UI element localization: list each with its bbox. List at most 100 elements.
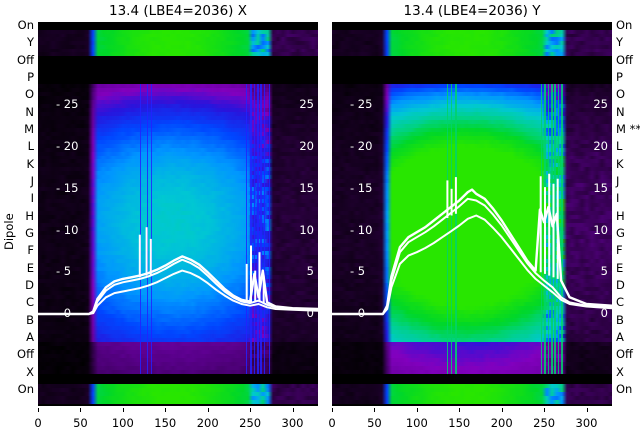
x-tick-mark: [544, 408, 546, 412]
main-heatmap-body: [332, 314, 612, 320]
x-tick-label: 150: [448, 416, 471, 430]
main-heatmap-body: [332, 246, 612, 252]
top-spectrum-strip: [332, 44, 612, 50]
main-heatmap-body: [38, 187, 318, 192]
top-spectrum-strip: [38, 41, 318, 46]
category-tick-label: O: [616, 87, 626, 102]
main-heatmap-body: [38, 274, 318, 280]
spike-column: [450, 84, 453, 374]
main-heatmap-body: [38, 195, 318, 200]
x-tick-label: 0: [328, 416, 336, 430]
bottom-spectrum-strip: [332, 400, 612, 405]
heatmap-panel-y[interactable]: [332, 22, 612, 406]
x-tick-label: 100: [111, 416, 134, 430]
x-tick-label: 300: [281, 416, 304, 430]
panel-title-y: 13.4 (LBE4=2036) Y: [403, 3, 541, 19]
category-tick-label: F: [616, 243, 623, 258]
category-tick-label: D: [616, 278, 625, 292]
category-tick-label: X: [26, 364, 34, 379]
separator-band: [332, 56, 612, 84]
main-heatmap-body: [332, 167, 612, 173]
category-tick-label: E: [616, 260, 624, 275]
inner-y-tick-label: - 0: [56, 306, 72, 320]
main-heatmap-body: [38, 318, 318, 324]
main-heatmap-body: [38, 211, 318, 216]
category-tick-label: B: [26, 312, 34, 327]
main-heatmap-body: [332, 310, 612, 316]
top-spectrum-strip: [38, 30, 318, 35]
main-heatmap-body: [38, 310, 318, 316]
main-heatmap-body: [38, 183, 318, 188]
main-heatmap-body: [332, 370, 612, 375]
main-heatmap-body: [38, 326, 318, 331]
category-tick-label: On: [17, 382, 34, 396]
heatmap-panel-x[interactable]: [38, 22, 318, 406]
bottom-spectrum-strip: [38, 388, 318, 393]
bottom-spectrum-strip: [332, 396, 612, 401]
main-heatmap-body: [38, 246, 318, 252]
inner-y-tick-label: - 20: [350, 139, 373, 154]
inner-y-tick-label: - 25: [350, 97, 373, 112]
category-tick-label: G: [616, 226, 625, 240]
main-heatmap-body: [332, 294, 612, 300]
overlay-traces: [332, 173, 612, 316]
main-heatmap-body: [38, 155, 318, 161]
x-tick-label: 0: [34, 416, 42, 430]
main-heatmap-body: [332, 219, 612, 224]
main-heatmap-body: [38, 179, 318, 184]
category-tick-label: N: [25, 104, 34, 119]
main-heatmap-body: [38, 238, 318, 244]
main-heatmap-body: [332, 195, 612, 200]
main-heatmap-body: [332, 147, 612, 153]
main-heatmap-body: [38, 342, 318, 347]
main-heatmap-body: [332, 366, 612, 371]
main-heatmap-body: [332, 131, 612, 137]
main-heatmap-body: [38, 338, 318, 343]
top-spectrum-strip: [332, 33, 612, 39]
main-heatmap-body: [38, 159, 318, 165]
bottom-spectrum-strip: [332, 388, 612, 393]
x-tick-label: 300: [575, 416, 598, 430]
main-heatmap-body: [38, 306, 318, 312]
spike-column: [554, 84, 556, 374]
spike-column: [139, 84, 142, 374]
category-tick-label: Off: [17, 347, 34, 362]
category-tick-label: D: [25, 278, 34, 292]
main-heatmap-body: [332, 234, 612, 240]
main-heatmap-body: [332, 119, 612, 125]
main-heatmap-body: [332, 127, 612, 133]
category-tick-label: K: [26, 156, 34, 171]
main-heatmap-body: [332, 227, 612, 232]
category-tick-label: On: [616, 382, 633, 396]
main-heatmap-body: [38, 350, 318, 355]
separator-band: [38, 404, 318, 406]
main-heatmap-body: [332, 183, 612, 188]
panel-title-x: 13.4 (LBE4=2036) X: [109, 3, 247, 19]
spike-column: [150, 84, 153, 374]
main-heatmap-body: [38, 227, 318, 232]
main-heatmap-body: [38, 294, 318, 300]
spike-column: [250, 84, 252, 374]
main-heatmap-body: [38, 147, 318, 153]
x-tick-label: 250: [533, 416, 556, 430]
main-heatmap-body: [332, 175, 612, 181]
main-heatmap-body: [332, 322, 612, 328]
main-heatmap-body: [332, 330, 612, 335]
main-heatmap-body: [332, 223, 612, 228]
inner-y-tick-label: 0: [600, 306, 608, 320]
spike-column: [561, 84, 563, 374]
main-heatmap-body: [332, 270, 612, 276]
main-heatmap-body: [332, 123, 612, 129]
separator-band: [332, 374, 612, 384]
x-tick-mark: [459, 408, 461, 412]
main-heatmap-body: [332, 84, 612, 89]
spike-column: [268, 84, 271, 374]
main-heatmap-body: [332, 338, 612, 343]
main-heatmap-body: [332, 242, 612, 248]
main-heatmap-body: [38, 207, 318, 212]
top-spectrum-strip: [332, 30, 612, 35]
category-tick-label: Y: [616, 35, 624, 50]
overlay-trace-line: [332, 214, 612, 315]
main-heatmap-body: [38, 346, 318, 351]
category-tick-label: C: [616, 295, 625, 310]
